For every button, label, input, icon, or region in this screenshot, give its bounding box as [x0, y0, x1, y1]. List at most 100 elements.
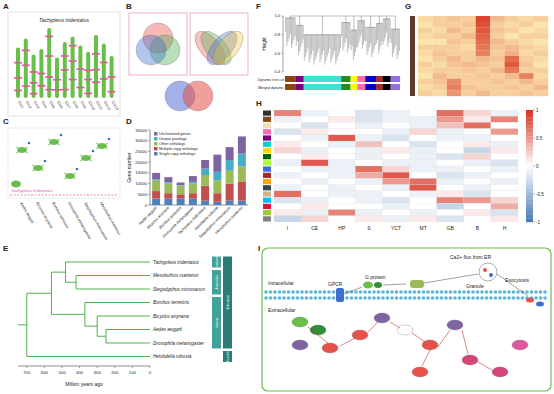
cell: [274, 203, 301, 209]
dendro-leaf: [352, 30, 353, 46]
cell: [328, 191, 355, 197]
dendro-leaf: [340, 35, 341, 49]
panel-a: Tachypleus tridentatusChr1Chr2Chr3Chr4Ch…: [8, 12, 120, 116]
panel-label: A: [3, 2, 9, 11]
cell: [534, 73, 549, 79]
cell: [534, 16, 549, 22]
arrow: [422, 350, 430, 366]
cell: [490, 16, 505, 22]
membrane: [273, 290, 277, 294]
branch: [51, 314, 84, 315]
arrow: [438, 330, 450, 347]
gene-marker: [92, 53, 100, 55]
membrane: [359, 296, 363, 300]
cell: [490, 73, 505, 79]
group-bar: [223, 351, 232, 362]
cell: [464, 185, 491, 191]
membrane: [318, 290, 322, 294]
tick-label: 25000: [135, 149, 147, 154]
shape: [526, 298, 534, 303]
cell: [447, 62, 462, 68]
cell: [534, 50, 549, 56]
cell: [447, 39, 462, 45]
group-label: Arthropod: [226, 295, 230, 309]
cell: [355, 210, 382, 216]
cell: [519, 50, 534, 56]
cell: [355, 129, 382, 135]
gene-marker: [14, 77, 22, 79]
panel-label: F: [256, 2, 261, 11]
chromosome-label: Chr7: [64, 101, 71, 110]
dendro-leaf: [296, 25, 297, 45]
tick: [148, 205, 150, 206]
cell: [355, 141, 382, 147]
dendro-leaf: [315, 35, 316, 61]
colorbar: [526, 136, 533, 140]
group-label: Merostomata: [215, 252, 219, 271]
tick: [533, 166, 535, 167]
highlight-label: Tachypleus tridentatus: [11, 188, 54, 193]
cell: [432, 16, 447, 22]
cell: [418, 27, 433, 33]
dendro-leaf: [354, 30, 355, 56]
module-swatch: [263, 129, 271, 134]
chromosome-label: Chr12: [103, 101, 111, 111]
chromosome-label: Chr2: [25, 101, 32, 110]
marker: [60, 134, 63, 137]
tick-label: 0: [536, 164, 539, 169]
dendro-leaf: [385, 19, 386, 37]
membrane: [422, 296, 426, 300]
membrane: [377, 296, 381, 300]
marker: [28, 142, 31, 145]
module-track: [376, 84, 383, 90]
cell: [301, 178, 328, 184]
bar: [164, 199, 172, 205]
dendro-leaf: [287, 18, 288, 42]
dendro-leaf: [336, 35, 337, 61]
cell: [355, 172, 382, 178]
y-axis: [283, 16, 284, 72]
cell: [447, 56, 462, 62]
tick-label: 0: [145, 203, 148, 208]
cell: [432, 45, 447, 51]
cell: [432, 67, 447, 73]
pathway-label: Intracellular: [268, 280, 294, 286]
bar: [189, 184, 197, 194]
species-icon: [17, 147, 27, 153]
cell: [464, 110, 491, 116]
panel-label: H: [256, 99, 262, 108]
cell: [410, 129, 437, 135]
module-track: [341, 84, 350, 90]
membrane: [300, 290, 304, 294]
cell: [464, 166, 491, 172]
gene-marker: [37, 85, 45, 87]
cell: [490, 50, 505, 56]
cell: [490, 56, 505, 62]
species-icon: [48, 139, 60, 145]
membrane: [377, 290, 381, 294]
cell: [476, 67, 491, 73]
legend-label: Multiple copy orthologs: [159, 147, 198, 151]
cell: [410, 197, 437, 203]
dendro-leaf: [318, 35, 319, 49]
tick: [62, 366, 63, 368]
membrane: [350, 296, 354, 300]
dendro-leaf: [383, 19, 384, 45]
cell: [476, 79, 491, 85]
column-label: H: [503, 225, 507, 231]
gene-marker: [22, 50, 30, 52]
cell: [505, 56, 520, 62]
panel-f: 0.40.60.81.0HeightDynamic tree cutMerged…: [258, 13, 400, 90]
dendro-leaf: [324, 35, 325, 65]
bar: [152, 180, 160, 191]
dendro-leaf: [312, 35, 313, 51]
bar: [177, 199, 185, 205]
cell: [464, 135, 491, 141]
membrane: [543, 296, 547, 300]
cell: [328, 210, 355, 216]
chromosome-label: Chr10: [87, 101, 95, 111]
membrane: [381, 296, 385, 300]
chromosome: [78, 46, 82, 99]
cell: [491, 147, 518, 153]
dendro-leaf: [303, 25, 304, 39]
